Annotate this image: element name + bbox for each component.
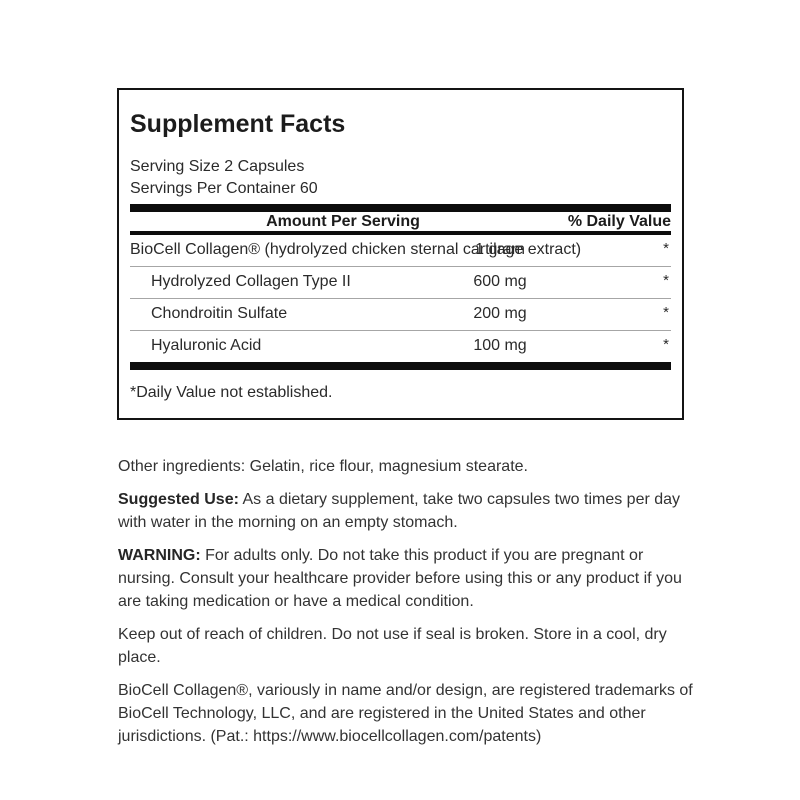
- daily-value-asterisk: *: [663, 336, 669, 353]
- table-row: BioCell Collagen® (hydrolyzed chicken st…: [130, 235, 671, 266]
- label-details: Other ingredients: Gelatin, rice flour, …: [118, 455, 696, 748]
- ingredient-amount: 600 mg: [473, 273, 527, 290]
- ingredient-amount: 100 mg: [473, 337, 527, 354]
- table-column-header: Amount Per Serving % Daily Value: [130, 212, 671, 231]
- warning-text: For adults only. Do not take this produc…: [118, 547, 682, 610]
- other-ingredients: Other ingredients: Gelatin, rice flour, …: [118, 458, 528, 475]
- ingredient-name: BioCell Collagen® (hydrolyzed chicken st…: [130, 241, 582, 258]
- daily-value-header: % Daily Value: [567, 212, 671, 230]
- daily-value-asterisk: *: [663, 272, 669, 289]
- daily-value-asterisk: *: [663, 240, 669, 257]
- ingredient-name: Hydrolyzed Collagen Type II: [151, 273, 351, 290]
- ingredient-name: Chondroitin Sulfate: [151, 305, 288, 322]
- ingredient-table: BioCell Collagen® (hydrolyzed chicken st…: [130, 235, 671, 362]
- table-row: Chondroitin Sulfate 200 mg *: [130, 298, 671, 330]
- supplement-facts-panel: Supplement Facts Serving Size 2 Capsules…: [117, 88, 684, 420]
- suggested-use-label: Suggested Use:: [118, 491, 239, 508]
- medium-rule-under-header: [130, 231, 671, 235]
- amount-per-serving-header: Amount Per Serving: [266, 212, 420, 230]
- serving-size: Serving Size 2 Capsules: [130, 158, 305, 175]
- warning: WARNING: For adults only. Do not take th…: [118, 544, 696, 613]
- ingredient-amount: 200 mg: [473, 305, 527, 322]
- ingredient-name: Hyaluronic Acid: [151, 337, 262, 354]
- daily-value-asterisk: *: [663, 304, 669, 321]
- servings-per-container: Servings Per Container 60: [130, 180, 318, 197]
- table-row: Hyaluronic Acid 100 mg *: [130, 330, 671, 362]
- suggested-use-text: As a dietary supplement, take two capsul…: [118, 491, 681, 531]
- warning-label: WARNING:: [118, 547, 201, 564]
- storage-instructions: Keep out of reach of children. Do not us…: [118, 626, 667, 666]
- suggested-use: Suggested Use: As a dietary supplement, …: [118, 488, 696, 534]
- ingredient-amount: 1 gram: [475, 241, 525, 258]
- supplement-facts-title: Supplement Facts: [130, 110, 346, 138]
- serving-info: Serving Size 2 Capsules Servings Per Con…: [130, 156, 671, 200]
- table-row: Hydrolyzed Collagen Type II 600 mg *: [130, 266, 671, 298]
- thick-rule-top: [130, 204, 671, 212]
- trademark-notice: BioCell Collagen®, variously in name and…: [118, 682, 693, 745]
- thick-rule-bottom: [130, 362, 671, 370]
- daily-value-footnote: *Daily Value not established.: [130, 384, 333, 401]
